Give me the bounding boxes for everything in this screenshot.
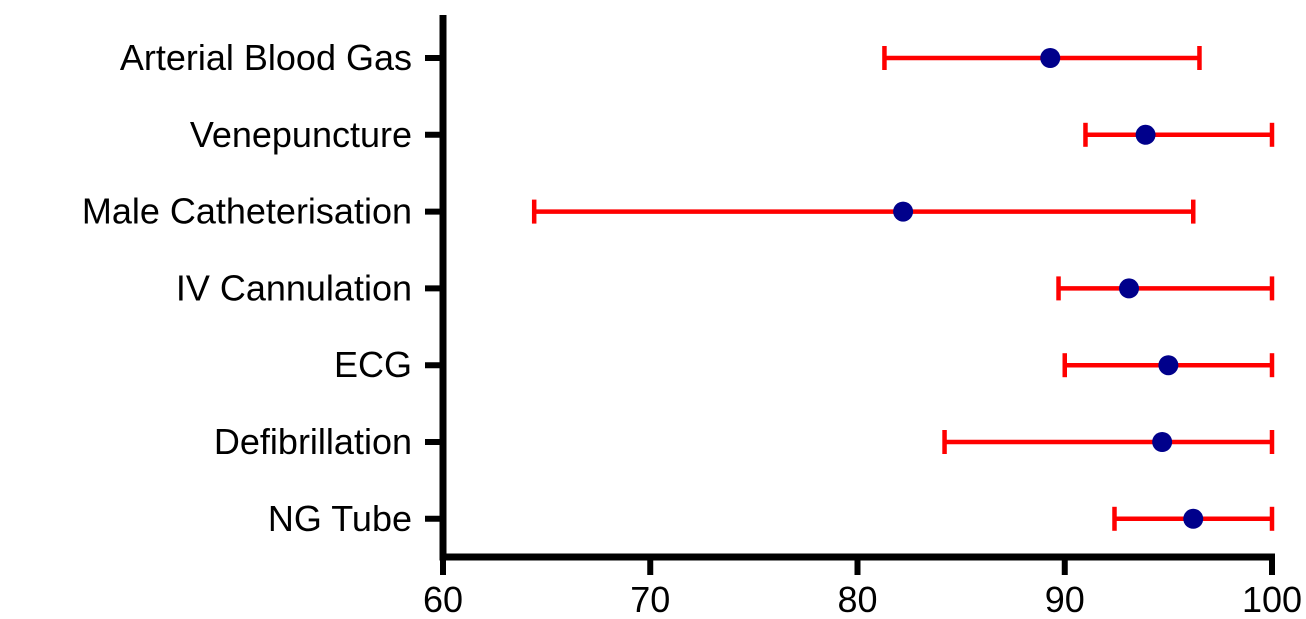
category-label: Defibrillation — [214, 421, 412, 462]
x-tick-label: 70 — [630, 579, 670, 619]
category-label: ECG — [334, 344, 412, 385]
point-estimate — [1135, 124, 1156, 145]
category-label: IV Cannulation — [176, 267, 412, 308]
point-estimate — [1183, 508, 1204, 529]
category-label: Venepuncture — [190, 114, 412, 155]
x-tick-label: 100 — [1242, 579, 1302, 619]
category-label: Arterial Blood Gas — [120, 37, 412, 78]
point-estimate — [1040, 48, 1061, 68]
intervals — [531, 46, 1275, 531]
point-estimate — [1118, 278, 1139, 299]
points — [893, 48, 1204, 529]
point-estimate — [1158, 355, 1179, 376]
category-label: Male Catheterisation — [82, 191, 412, 232]
point-estimate — [1152, 432, 1173, 452]
x-tick-label: 80 — [837, 579, 877, 619]
category-label: NG Tube — [268, 498, 412, 539]
x-tick-label: 60 — [423, 579, 463, 619]
point-estimate — [893, 201, 914, 222]
axes — [425, 15, 1275, 575]
labels: 60 70 80 90 100 Arterial Blood Gas Venepunctur… — [82, 37, 1302, 619]
x-tick-label: 90 — [1045, 579, 1085, 619]
